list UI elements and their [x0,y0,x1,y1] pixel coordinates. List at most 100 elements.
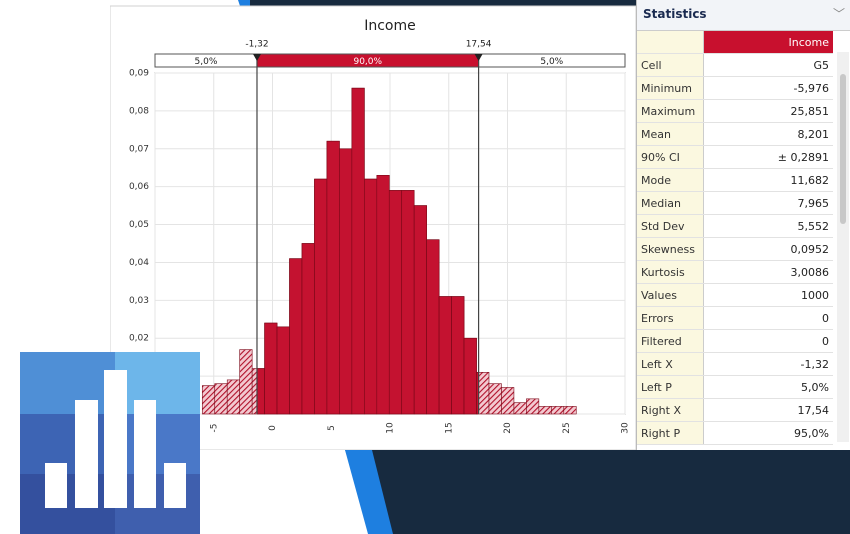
bar-outside [201,385,216,415]
panel-header: Statistics ﹀ [637,0,850,31]
panel-title: Statistics [643,7,707,21]
bar [401,190,415,415]
x-tick-label: 5 [327,425,337,431]
bar [301,243,315,415]
marker-handle [252,54,261,61]
region-label: 5,0% [195,57,218,67]
statistics-table: Income Cell G5 Minimum -5,976 Maximum 25,851 M… [637,31,833,445]
stat-value: G5 [703,53,833,77]
stat-name: 90% CI [637,145,704,169]
bar-outside [214,383,228,415]
stat-value: 0,0952 [703,237,833,261]
stat-name: Cell [637,53,704,77]
stat-value: 25,851 [703,99,833,123]
stat-row: Right X 17,54 [637,398,833,422]
app-icon [20,352,200,534]
stat-row: Right P 95,0% [637,421,833,445]
stat-row: Mode 11,682 [637,168,833,192]
x-tick-label: 0 [268,425,278,431]
bar [289,258,303,415]
bar-outside [513,402,527,415]
stat-name: Kurtosis [637,260,704,284]
stat-value: 5,0% [703,375,833,399]
stat-name: Mode [637,168,704,192]
stat-row: Kurtosis 3,0086 [637,260,833,284]
marker-label: 17,54 [466,40,492,50]
stat-row: Median 7,965 [637,191,833,215]
stat-name: Errors [637,306,704,330]
stat-name: Right X [637,398,704,422]
stat-value: 11,682 [703,168,833,192]
bar [451,296,465,415]
bar [476,372,479,415]
bar-outside [488,383,502,415]
bar [438,296,452,415]
stat-value: 1000 [703,283,833,307]
top-accent [238,0,250,6]
stat-row: Left X -1,32 [637,352,833,376]
stat-value: 7,965 [703,191,833,215]
stat-name: Mean [637,122,704,146]
bar [264,322,278,415]
stat-name: Maximum [637,99,704,123]
stat-row: Skewness 0,0952 [637,237,833,261]
bar [339,148,353,415]
stat-row: Values 1000 [637,283,833,307]
stat-name: Median [637,191,704,215]
x-tick-label: 30 [621,422,631,434]
bar [426,239,440,415]
bar [326,140,340,415]
stat-row: 90% CI ± 0,2891 [637,145,833,169]
stat-value: 8,201 [703,122,833,146]
y-tick-label: 0,04 [129,258,149,268]
stat-value: 3,0086 [703,260,833,284]
chart-title: Income [364,18,416,34]
stat-value: 17,54 [703,398,833,422]
stat-value: 5,552 [703,214,833,238]
stat-name: Skewness [637,237,704,261]
stat-row: Minimum -5,976 [637,76,833,100]
scrollbar[interactable] [837,52,849,442]
bar [364,178,378,415]
dark-panel [345,450,850,534]
bar [351,87,365,415]
bar-outside [563,406,577,415]
y-tick-label: 0,08 [129,106,149,116]
stat-row: Mean 8,201 [637,122,833,146]
stat-row: Left P 5,0% [637,375,833,399]
marker-handle [474,54,483,61]
y-tick-label: 0,02 [129,334,149,344]
stat-name: Filtered [637,329,704,353]
top-strip [240,0,640,6]
stat-value: 0 [703,306,833,330]
bar-outside [551,406,565,415]
x-tick-label: -5 [209,424,219,433]
stat-value: -5,976 [703,76,833,100]
bar [413,205,427,415]
y-tick-label: 0,05 [129,220,149,230]
marker-label: -1,32 [245,40,268,50]
stat-name: Minimum [637,76,704,100]
stat-name: Right P [637,421,704,445]
x-tick-label: 25 [562,422,572,433]
x-tick-label: 15 [444,422,454,433]
bar-outside [501,387,515,415]
bar [463,337,477,415]
y-tick-label: 0,09 [129,69,149,79]
stat-name: Std Dev [637,214,704,238]
blank-cell [637,31,704,54]
stat-row: Std Dev 5,552 [637,214,833,238]
scroll-thumb[interactable] [840,74,846,224]
stat-value: ± 0,2891 [703,145,833,169]
collapse-icon[interactable]: ﹀ [832,7,845,21]
y-tick-label: 0,03 [129,296,149,306]
stat-name: Values [637,283,704,307]
bar-outside [526,398,540,415]
stat-name: Left P [637,375,704,399]
blue-stripe [345,450,393,534]
x-tick-label: 10 [386,422,396,434]
bar-outside [226,379,240,415]
chart: Income 00,010,020,030,040,050,060,070,08… [110,5,636,450]
stat-row: Errors 0 [637,306,833,330]
